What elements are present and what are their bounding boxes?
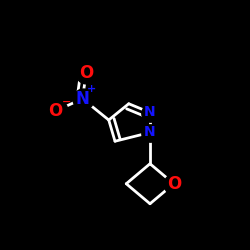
Text: N: N [76,90,90,108]
Text: −: − [62,97,71,107]
Text: O: O [48,102,62,120]
Text: O: O [166,175,181,193]
Text: N: N [144,126,156,140]
Text: N: N [144,106,156,120]
Text: +: + [88,84,96,94]
Text: O: O [79,64,94,82]
